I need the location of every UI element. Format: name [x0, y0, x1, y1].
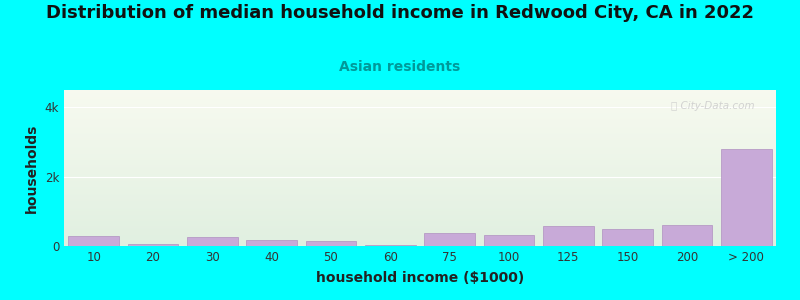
Text: Distribution of median household income in Redwood City, CA in 2022: Distribution of median household income … — [46, 4, 754, 22]
Bar — [187, 237, 238, 246]
Bar — [365, 245, 415, 246]
Bar — [425, 233, 475, 246]
Bar — [306, 241, 356, 246]
Bar — [128, 244, 178, 246]
Text: Asian residents: Asian residents — [339, 60, 461, 74]
Bar — [69, 236, 119, 246]
Y-axis label: households: households — [26, 123, 39, 213]
Bar — [602, 230, 653, 246]
Bar — [246, 241, 297, 246]
X-axis label: household income ($1000): household income ($1000) — [316, 271, 524, 285]
Text: ⓘ City-Data.com: ⓘ City-Data.com — [671, 101, 754, 111]
Bar — [484, 235, 534, 246]
Bar — [721, 149, 771, 246]
Bar — [662, 224, 712, 246]
Bar — [543, 226, 594, 246]
